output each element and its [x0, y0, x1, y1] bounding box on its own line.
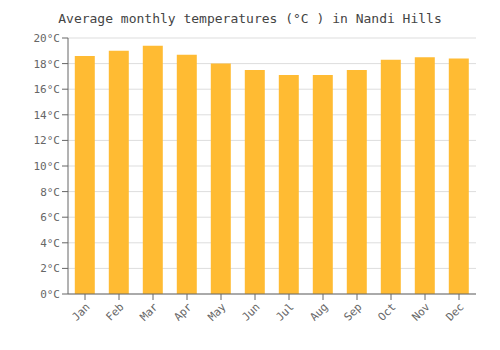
svg-text:2°C: 2°C: [40, 262, 60, 275]
html-text:Average monthly temperatures (: Average monthly temperatures (°C ) in Na…: [58, 11, 442, 26]
svg-text:May: May: [205, 300, 229, 324]
svg-text:16°C: 16°C: [34, 83, 61, 96]
svg-text:Jan: Jan: [69, 300, 92, 323]
svg-text:Sep: Sep: [341, 300, 364, 323]
svg-text:0°C: 0°C: [40, 288, 60, 301]
svg-text:6°C: 6°C: [40, 211, 60, 224]
svg-text:Oct: Oct: [375, 300, 398, 323]
svg-text:Jul: Jul: [273, 300, 296, 323]
svg-text:Apr: Apr: [171, 300, 195, 324]
svg-text:18°C: 18°C: [34, 58, 61, 71]
svg-text:Aug: Aug: [307, 300, 330, 323]
svg-text:Dec: Dec: [443, 300, 466, 323]
svg-text:20°C: 20°C: [34, 32, 61, 45]
svg-text:14°C: 14°C: [34, 109, 61, 122]
svg-text:10°C: 10°C: [34, 160, 61, 173]
svg-text:Nov: Nov: [409, 300, 433, 324]
svg-text:12°C: 12°C: [34, 134, 61, 147]
svg-text:Feb: Feb: [103, 300, 126, 323]
svg-text:Mar: Mar: [137, 300, 161, 324]
svg-text:8°C: 8°C: [40, 186, 60, 199]
svg-text:4°C: 4°C: [40, 237, 60, 250]
svg-text:Jun: Jun: [239, 300, 262, 323]
